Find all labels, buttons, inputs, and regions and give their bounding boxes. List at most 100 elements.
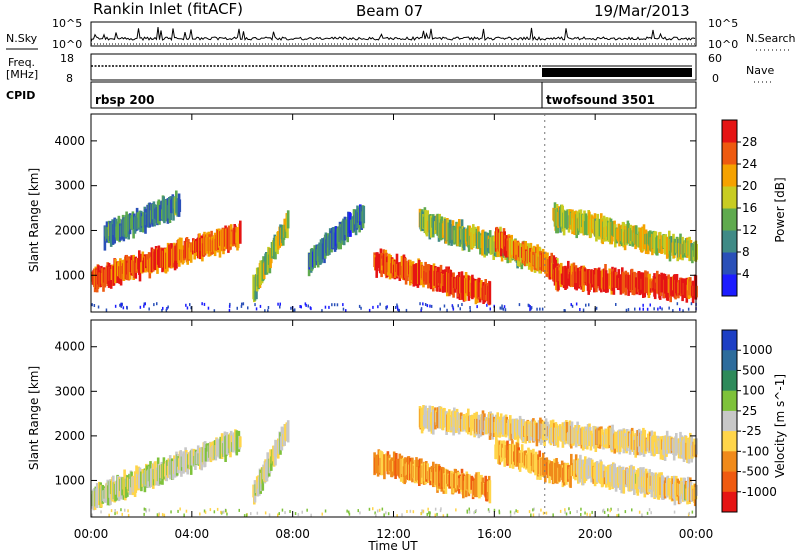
echo-speckle <box>203 509 206 513</box>
echo-speckle <box>321 512 323 516</box>
echo-speckle <box>406 510 408 513</box>
echo-speckle <box>124 508 126 512</box>
echo-speckle <box>564 309 566 313</box>
echo-speckle <box>143 304 145 308</box>
y-tick-label: 3000 <box>54 179 85 193</box>
echo-speckle <box>304 302 307 306</box>
echo-speckle <box>398 308 400 312</box>
echo-speckle <box>501 306 503 310</box>
echo-speckle <box>568 507 570 511</box>
echo-speckle <box>615 303 617 306</box>
echo-speckle <box>297 513 300 517</box>
echo-speckle <box>564 510 566 514</box>
echo-speckle <box>321 309 323 313</box>
echo-speckle <box>199 512 201 516</box>
echo-speckle <box>429 511 431 515</box>
echo-speckle <box>333 303 336 307</box>
echo-cell <box>578 433 581 445</box>
echo-speckle <box>638 510 641 514</box>
freq-tick-top: 18 <box>60 52 74 65</box>
echo-speckle <box>120 304 122 308</box>
echo-speckle <box>243 514 246 518</box>
echo-speckle <box>424 303 427 306</box>
echo-speckle <box>409 509 412 513</box>
echo-speckle <box>177 509 179 513</box>
echo-speckle <box>646 307 649 311</box>
echo-speckle <box>649 303 651 307</box>
colorbar-tick-label: 4 <box>742 267 750 281</box>
y-tick-label: 2000 <box>54 429 85 443</box>
echo-speckle <box>486 303 488 307</box>
echo-speckle <box>126 306 128 310</box>
echo-cell <box>316 245 320 268</box>
colorbar-swatch <box>722 252 737 275</box>
echo-speckle <box>167 305 169 309</box>
x-tick-label: 00:00 <box>679 527 714 541</box>
beam-title: Beam 07 <box>356 2 423 20</box>
power-axis: 1000 2000 3000 4000 <box>54 114 697 312</box>
echo-speckle <box>673 510 676 514</box>
x-tick-label: 12:00 <box>376 527 411 541</box>
colorbar-swatch <box>722 186 737 209</box>
y-tick-label: 2000 <box>54 223 85 237</box>
echo-speckle <box>691 510 694 514</box>
echo-speckle <box>223 510 225 514</box>
echo-speckle <box>499 306 501 310</box>
colorbar-swatch <box>722 451 737 472</box>
echo-speckle <box>439 509 442 513</box>
y-tick-label: 1000 <box>54 268 85 282</box>
echo-speckle <box>627 308 630 312</box>
velocity-axis: 1000 2000 3000 4000 <box>54 320 697 517</box>
cpid-frame <box>90 81 697 109</box>
velocity-colorbar-label: Velocity [m s^-1] <box>773 374 787 478</box>
echo-speckle <box>148 508 151 512</box>
nsky-tick-bottom: 10^0 <box>52 38 82 51</box>
echo-speckle <box>687 307 690 311</box>
echo-speckle <box>379 302 381 306</box>
echo-cell <box>695 484 698 496</box>
echo-speckle <box>127 509 129 513</box>
echo-speckle <box>372 305 374 309</box>
echo-speckle <box>240 304 243 308</box>
echo-speckle <box>617 513 620 517</box>
echo-speckle <box>473 511 475 515</box>
nsky-label: N.Sky <box>6 32 38 45</box>
echo-speckle <box>250 512 252 516</box>
echo-speckle <box>542 511 545 515</box>
echo-speckle <box>153 303 155 307</box>
echo-speckle <box>267 306 270 309</box>
echo-speckle <box>443 304 446 308</box>
nsky-frame <box>90 21 697 47</box>
echo-speckle <box>657 307 659 311</box>
echo-speckle <box>585 303 587 307</box>
echo-speckle <box>653 307 655 311</box>
x-tick-label: 00:00 <box>74 527 109 541</box>
echo-speckle <box>368 308 371 312</box>
echo-speckle <box>642 307 644 311</box>
echo-speckle <box>305 303 307 307</box>
colorbar-swatch <box>722 274 737 297</box>
echo-speckle <box>676 302 679 306</box>
echo-speckle <box>386 305 388 309</box>
echo-speckle <box>241 302 243 306</box>
velocity-colorbar: 1000 500 100 25 -25 -100 -500 -1000 <box>721 329 777 513</box>
echo-speckle <box>120 302 123 306</box>
x-tick-labels: 00:00 04:00 08:00 12:00 16:00 20:00 00:00 <box>74 527 714 541</box>
echo-cell <box>230 435 234 448</box>
echo-speckle <box>455 508 457 512</box>
colorbar-swatch <box>722 164 737 187</box>
colorbar-swatch <box>722 370 737 392</box>
echo-speckle <box>434 507 437 511</box>
echo-speckle <box>385 306 387 309</box>
echo-speckle <box>119 303 121 307</box>
nsearch-tick-bottom: 10^0 <box>708 38 738 51</box>
colorbar-tick-label: 500 <box>742 363 765 377</box>
echo-speckle <box>179 507 181 511</box>
echo-speckle <box>631 508 633 512</box>
echo-speckle <box>420 308 422 312</box>
cpid-segment-2: twofsound 3501 <box>546 93 655 107</box>
echo-speckle <box>122 306 125 310</box>
nsky-trace <box>90 26 696 45</box>
echo-speckle <box>209 508 212 512</box>
echo-speckle <box>446 513 449 517</box>
